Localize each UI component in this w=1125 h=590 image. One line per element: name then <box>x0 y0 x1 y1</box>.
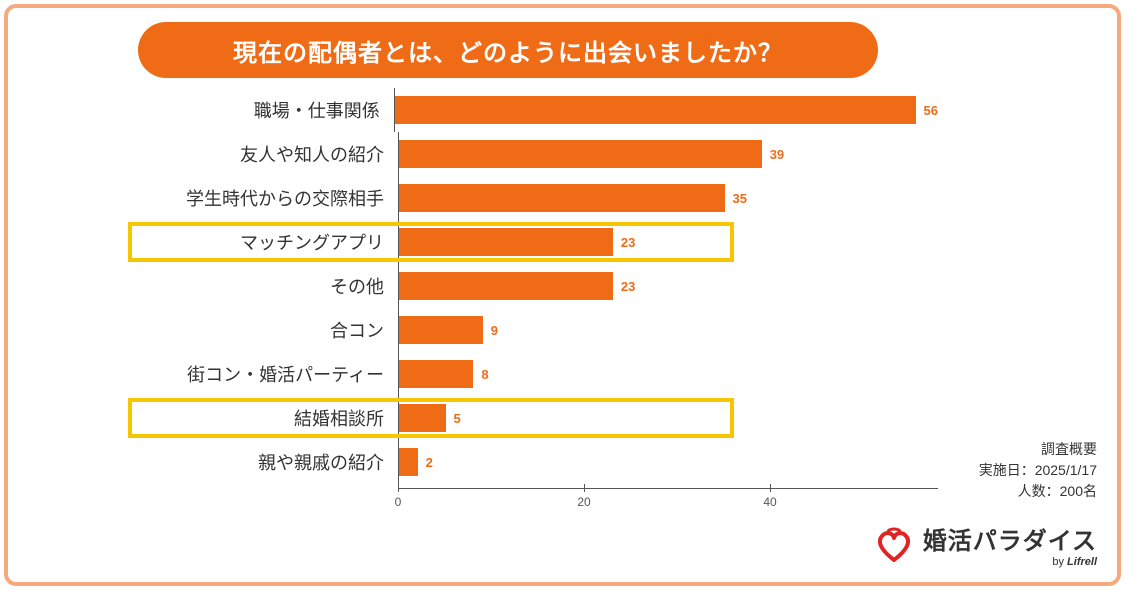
chart-row: 友人や知人の紹介 39 <box>138 132 938 176</box>
x-axis-tick <box>584 484 585 492</box>
bar-track: 8 <box>398 352 938 396</box>
chart-bar <box>399 272 613 300</box>
chart-row-label: 職場・仕事関係 <box>138 97 394 123</box>
x-axis-tick-label: 40 <box>763 495 776 509</box>
survey-count: 人数：200名 <box>979 481 1097 502</box>
chart-title: 現在の配偶者とは、どのように出会いましたか？ <box>138 22 878 78</box>
bar-track: 9 <box>398 308 938 352</box>
chart-row: 街コン・婚活パーティー 8 <box>138 352 938 396</box>
bar-track: 2 <box>398 440 938 484</box>
chart-row-label: 友人や知人の紹介 <box>138 141 398 167</box>
chart-row: 合コン 9 <box>138 308 938 352</box>
chart-row-label: 結婚相談所 <box>138 405 398 431</box>
chart-row: 職場・仕事関係 56 <box>138 88 938 132</box>
chart-row-label: マッチングアプリ <box>138 229 398 255</box>
chart-value-label: 23 <box>621 279 635 294</box>
chart-bar <box>399 228 613 256</box>
chart-bar <box>399 448 418 476</box>
chart-title-text: 現在の配偶者とは、どのように出会いましたか？ <box>233 33 783 68</box>
bar-track: 39 <box>398 132 938 176</box>
bar-track: 35 <box>398 176 938 220</box>
chart-bar <box>399 360 473 388</box>
bar-track: 5 <box>398 396 938 440</box>
brand-text: 婚活パラダイス by Lifrell <box>923 521 1097 568</box>
x-axis-tick-label: 20 <box>577 495 590 509</box>
survey-heading: 調査概要 <box>979 439 1097 460</box>
chart-row-label: その他 <box>138 273 398 299</box>
bar-track: 56 <box>394 88 938 132</box>
x-axis-tick <box>770 484 771 492</box>
chart-bar <box>395 96 916 124</box>
chart-row-label: 学生時代からの交際相手 <box>138 185 398 211</box>
outer-frame: 現在の配偶者とは、どのように出会いましたか？ 職場・仕事関係 56 友人や知人の紹介… <box>4 4 1121 586</box>
chart-value-label: 5 <box>454 411 461 426</box>
chart-row: その他 23 <box>138 264 938 308</box>
x-axis-tick <box>398 484 399 492</box>
chart-row-label: 合コン <box>138 317 398 343</box>
chart-row: マッチングアプリ 23 <box>138 220 938 264</box>
chart-value-label: 39 <box>770 147 784 162</box>
x-axis-tick-label: 0 <box>395 495 402 509</box>
chart-value-label: 8 <box>481 367 488 382</box>
survey-info: 調査概要 実施日：2025/1/17 人数：200名 <box>979 439 1097 502</box>
bar-track: 23 <box>398 220 938 264</box>
brand-logo-icon <box>873 524 915 566</box>
brand-byline: by Lifrell <box>1052 556 1097 568</box>
brand-block: 婚活パラダイス by Lifrell <box>873 521 1097 568</box>
chart-row-label: 親や親戚の紹介 <box>138 449 398 475</box>
chart-bar <box>399 140 762 168</box>
chart-value-label: 56 <box>924 103 938 118</box>
survey-date: 実施日：2025/1/17 <box>979 460 1097 481</box>
chart-area: 職場・仕事関係 56 友人や知人の紹介 39 学生時代からの交際相手 35 マッチングアプリ… <box>138 88 938 528</box>
chart-value-label: 23 <box>621 235 635 250</box>
chart-value-label: 2 <box>426 455 433 470</box>
chart-value-label: 35 <box>733 191 747 206</box>
chart-bar <box>399 316 483 344</box>
chart-bar <box>399 404 446 432</box>
chart-row: 親や親戚の紹介 2 <box>138 440 938 484</box>
chart-row-label: 街コン・婚活パーティー <box>138 361 398 387</box>
chart-bar <box>399 184 725 212</box>
brand-name: 婚活パラダイス <box>923 521 1097 556</box>
chart-row: 結婚相談所 5 <box>138 396 938 440</box>
bar-track: 23 <box>398 264 938 308</box>
x-axis: 0 20 40 <box>138 488 938 512</box>
chart-row: 学生時代からの交際相手 35 <box>138 176 938 220</box>
chart-value-label: 9 <box>491 323 498 338</box>
